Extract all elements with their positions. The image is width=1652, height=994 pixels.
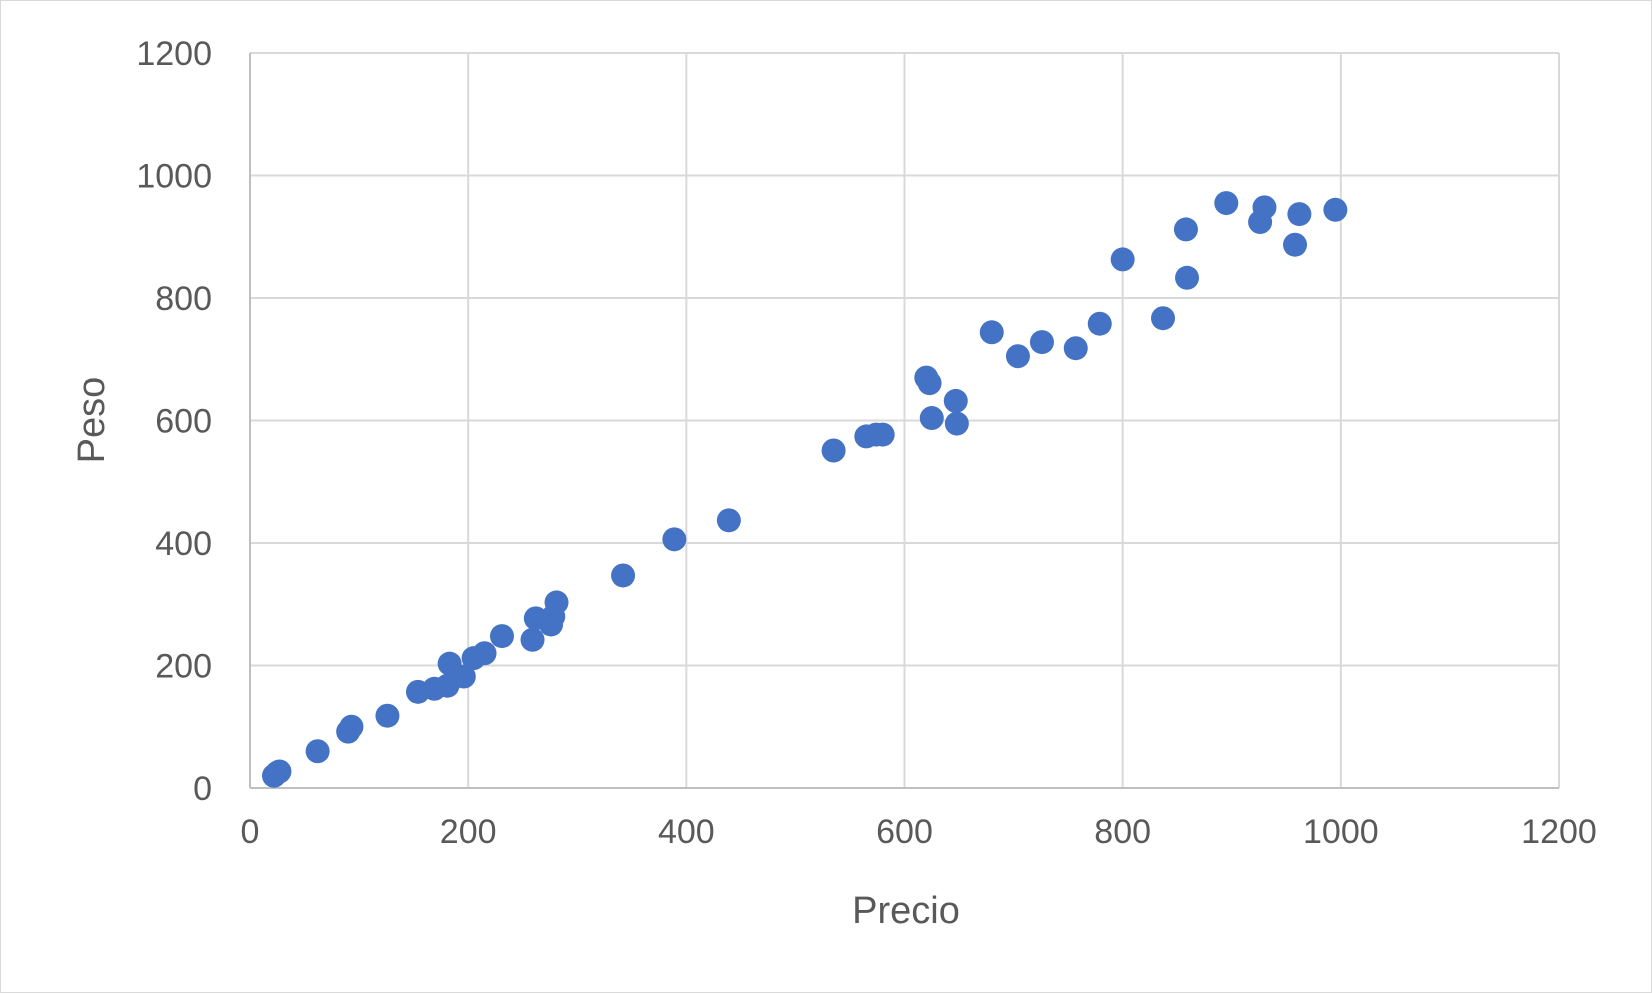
scatter-point: [544, 590, 569, 615]
scatter-point: [267, 759, 292, 784]
scatter-point: [1087, 311, 1112, 336]
x-tick-label: 800: [1094, 813, 1151, 851]
x-tick-label: 0: [241, 813, 260, 851]
scatter-point: [1063, 336, 1088, 361]
scatter-point: [520, 627, 545, 652]
scatter-point: [943, 388, 968, 413]
scatter-point: [305, 739, 330, 764]
scatter-point: [1214, 191, 1239, 216]
scatter-point: [944, 411, 969, 436]
scatter-point: [1287, 202, 1312, 227]
scatter-point: [1029, 330, 1054, 355]
x-tick-label: 1200: [1521, 813, 1597, 851]
scatter-point: [1110, 247, 1135, 272]
scatter-point: [1283, 232, 1308, 257]
scatter-point: [979, 320, 1004, 345]
scatter-point: [821, 438, 846, 463]
scatter-point: [870, 422, 895, 447]
scatter-point: [489, 624, 514, 649]
y-tick-label: 800: [155, 280, 212, 318]
y-axis-title: Peso: [71, 377, 113, 464]
y-tick-label: 1200: [136, 35, 212, 73]
scatter-point: [1252, 195, 1277, 220]
scatter-point: [919, 406, 944, 431]
x-axis-title: Precio: [852, 890, 960, 932]
axes: [249, 53, 1559, 789]
y-tick-labels: 0 200 400 600 800 1000 1200: [136, 35, 212, 808]
scatter-point: [1005, 344, 1030, 369]
scatter-point: [716, 508, 741, 533]
scatter-point: [662, 527, 687, 552]
scatter-point: [611, 563, 636, 588]
scatter-point: [917, 371, 942, 396]
x-tick-label: 400: [658, 813, 715, 851]
y-tick-label: 400: [155, 525, 212, 563]
y-tick-label: 1000: [136, 158, 212, 196]
x-tick-label: 200: [440, 813, 497, 851]
x-tick-labels: 0 200 400 600 800 1000 1200: [241, 813, 1597, 851]
scatter-point: [1175, 265, 1200, 290]
x-tick-label: 600: [876, 813, 933, 851]
scatter-point: [472, 641, 497, 666]
y-tick-label: 200: [155, 648, 212, 686]
scatter-point: [1151, 306, 1176, 331]
data-points: [261, 191, 1348, 788]
y-tick-label: 600: [155, 403, 212, 441]
x-tick-label: 1000: [1303, 813, 1379, 851]
scatter-point: [451, 664, 476, 689]
scatter-point: [375, 703, 400, 728]
scatter-point: [339, 714, 364, 739]
y-tick-label: 0: [193, 770, 212, 808]
scatter-point: [1173, 217, 1198, 242]
scatter-point: [1323, 197, 1348, 222]
